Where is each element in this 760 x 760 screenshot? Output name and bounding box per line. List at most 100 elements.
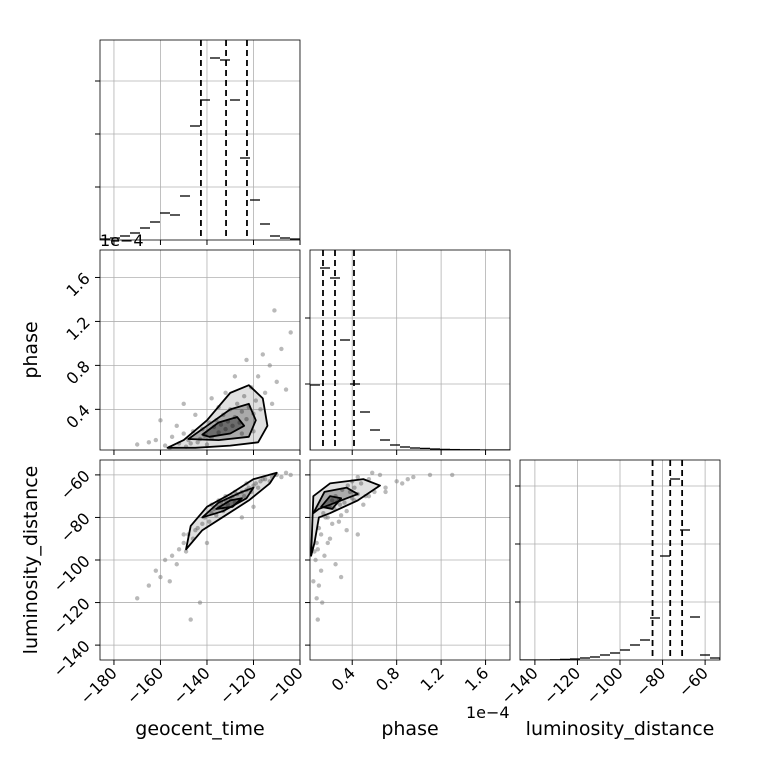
x-tick-label: −140 <box>169 663 214 708</box>
sample-point <box>260 352 265 357</box>
x-tick-label: 1.6 <box>461 663 492 694</box>
sample-point <box>288 330 293 335</box>
sample-point <box>361 502 366 507</box>
sample-point <box>176 547 182 552</box>
y-tick-label: −80 <box>57 509 94 546</box>
sample-point <box>322 553 327 558</box>
sample-point <box>450 472 455 478</box>
sample-point <box>318 568 324 573</box>
sample-point <box>218 422 224 427</box>
sample-point <box>344 528 349 533</box>
sample-point <box>239 409 245 414</box>
sample-point <box>169 434 175 440</box>
sample-point <box>235 401 240 407</box>
sample-point <box>239 515 245 520</box>
sample-point <box>338 574 344 580</box>
sample-point <box>405 476 410 482</box>
panel <box>100 250 300 450</box>
histogram-step <box>100 238 110 240</box>
sample-point <box>188 617 193 622</box>
sample-point <box>241 393 247 399</box>
sample-point <box>279 474 284 480</box>
x-offset-label: 1e−4 <box>466 703 510 722</box>
sample-point <box>274 379 279 385</box>
panel <box>100 460 300 660</box>
y-tick-label: 0.4 <box>62 401 93 432</box>
x-tick-label: 0.8 <box>372 663 403 694</box>
sample-point <box>253 481 259 486</box>
panel-frame <box>99 39 301 241</box>
sample-point <box>169 553 175 558</box>
sample-point <box>325 540 330 546</box>
panel-frame <box>309 459 511 661</box>
sample-point <box>355 474 360 480</box>
sample-point <box>355 532 360 537</box>
sample-point <box>181 431 186 436</box>
sample-point <box>321 510 326 516</box>
sample-point <box>336 519 342 524</box>
sample-point <box>167 579 172 584</box>
x-tick-label: −100 <box>582 663 627 708</box>
x-axis-label: luminosity_distance <box>526 718 715 740</box>
sample-point <box>283 470 289 475</box>
sample-point <box>344 508 349 514</box>
sample-point <box>146 440 152 445</box>
sample-point <box>383 489 388 495</box>
panel <box>310 250 510 450</box>
sample-point <box>239 431 245 436</box>
sample-point <box>327 536 333 541</box>
sample-point <box>318 532 324 537</box>
sample-point <box>411 474 416 480</box>
contour <box>201 416 246 438</box>
panel <box>100 40 300 240</box>
y-tick-label: −120 <box>49 594 94 639</box>
sample-point <box>311 579 316 584</box>
sample-point <box>244 357 249 363</box>
contour <box>185 471 278 551</box>
sample-point <box>158 418 163 423</box>
sample-point <box>223 390 228 396</box>
sample-point <box>174 562 179 567</box>
sample-point <box>366 493 372 499</box>
sample-point <box>255 374 261 379</box>
sample-point <box>337 502 343 507</box>
sample-point <box>188 441 193 446</box>
sample-point <box>183 549 189 554</box>
sample-point <box>153 437 159 443</box>
sample-point <box>162 557 168 563</box>
x-tick-label: −180 <box>76 663 121 708</box>
sample-point <box>283 387 289 392</box>
x-axis-label: phase <box>381 718 438 740</box>
sample-point <box>288 472 293 478</box>
sample-point <box>345 483 350 488</box>
sample-point <box>338 513 344 518</box>
sample-point <box>260 476 265 482</box>
sample-point <box>209 396 214 401</box>
x-tick-label: −60 <box>675 663 712 700</box>
x-tick-label: −100 <box>262 663 307 708</box>
sample-point <box>253 398 259 403</box>
x-tick-label: −160 <box>123 663 168 708</box>
sample-point <box>181 401 186 407</box>
sample-point <box>195 440 200 445</box>
sample-point <box>313 557 318 563</box>
sample-point <box>394 479 399 484</box>
sample-point <box>267 363 272 368</box>
panel-frame <box>309 249 511 451</box>
sample-point <box>255 485 261 490</box>
x-tick-label: −140 <box>497 663 542 708</box>
y-offset-label: 1e−4 <box>100 231 144 250</box>
x-tick-label: −120 <box>216 663 261 708</box>
x-tick-label: 0.4 <box>328 663 359 694</box>
sample-point <box>174 423 179 429</box>
sample-point <box>162 443 168 448</box>
sample-point <box>135 596 140 601</box>
sample-point <box>314 596 319 601</box>
sample-point <box>244 417 249 422</box>
panel-frame <box>519 459 721 661</box>
y-tick-label: 0.8 <box>62 357 93 388</box>
sample-point <box>207 519 212 524</box>
sample-point <box>181 532 186 537</box>
sample-point <box>377 472 383 478</box>
